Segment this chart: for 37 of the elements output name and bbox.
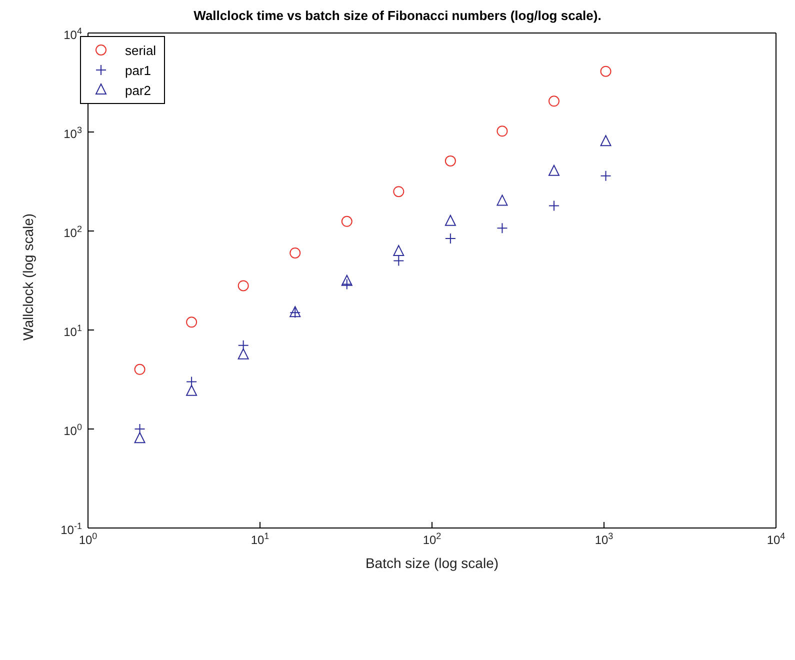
chart-title: Wallclock time vs batch size of Fibonacci numbers (log/log scale). bbox=[192, 8, 602, 25]
point bbox=[238, 348, 249, 360]
point bbox=[600, 135, 612, 146]
point bbox=[548, 164, 560, 176]
x-tick-label: 10$^{1}$ bbox=[250, 531, 270, 547]
point bbox=[548, 96, 560, 107]
point bbox=[341, 216, 352, 227]
point bbox=[496, 126, 508, 137]
point bbox=[134, 364, 146, 375]
point bbox=[238, 280, 249, 292]
y-tick-label: 10$^{4}$ bbox=[64, 26, 82, 42]
point bbox=[444, 155, 456, 166]
point bbox=[186, 384, 198, 396]
point bbox=[341, 274, 352, 286]
x-tick-label: 10$^{3}$ bbox=[594, 531, 614, 547]
x-tick-label: 10$^{4}$ bbox=[766, 531, 786, 547]
legend-label: par2 bbox=[125, 82, 152, 98]
point bbox=[393, 245, 404, 256]
point bbox=[496, 194, 508, 206]
x-tick-label: 10$^{2}$ bbox=[422, 531, 442, 547]
point bbox=[393, 186, 404, 198]
legend-label: par1 bbox=[125, 62, 152, 78]
point bbox=[444, 214, 456, 226]
y-tick-label: 10$^{1}$ bbox=[64, 323, 82, 339]
y-axis-title: Wallclock (log scale) bbox=[20, 213, 36, 340]
y-tick-label: 10$^{0}$ bbox=[64, 422, 82, 438]
y-tick-label: 10$^{2}$ bbox=[64, 224, 82, 240]
point bbox=[134, 432, 146, 444]
point bbox=[600, 66, 612, 77]
x-axis-title: Batch size (log scale) bbox=[365, 555, 499, 571]
point bbox=[600, 170, 612, 182]
point bbox=[393, 255, 404, 266]
point bbox=[290, 247, 301, 258]
y-tick-label: 10$^{3}$ bbox=[64, 125, 82, 141]
point bbox=[496, 222, 508, 234]
point bbox=[186, 316, 198, 328]
legend-label: serial bbox=[125, 42, 156, 58]
